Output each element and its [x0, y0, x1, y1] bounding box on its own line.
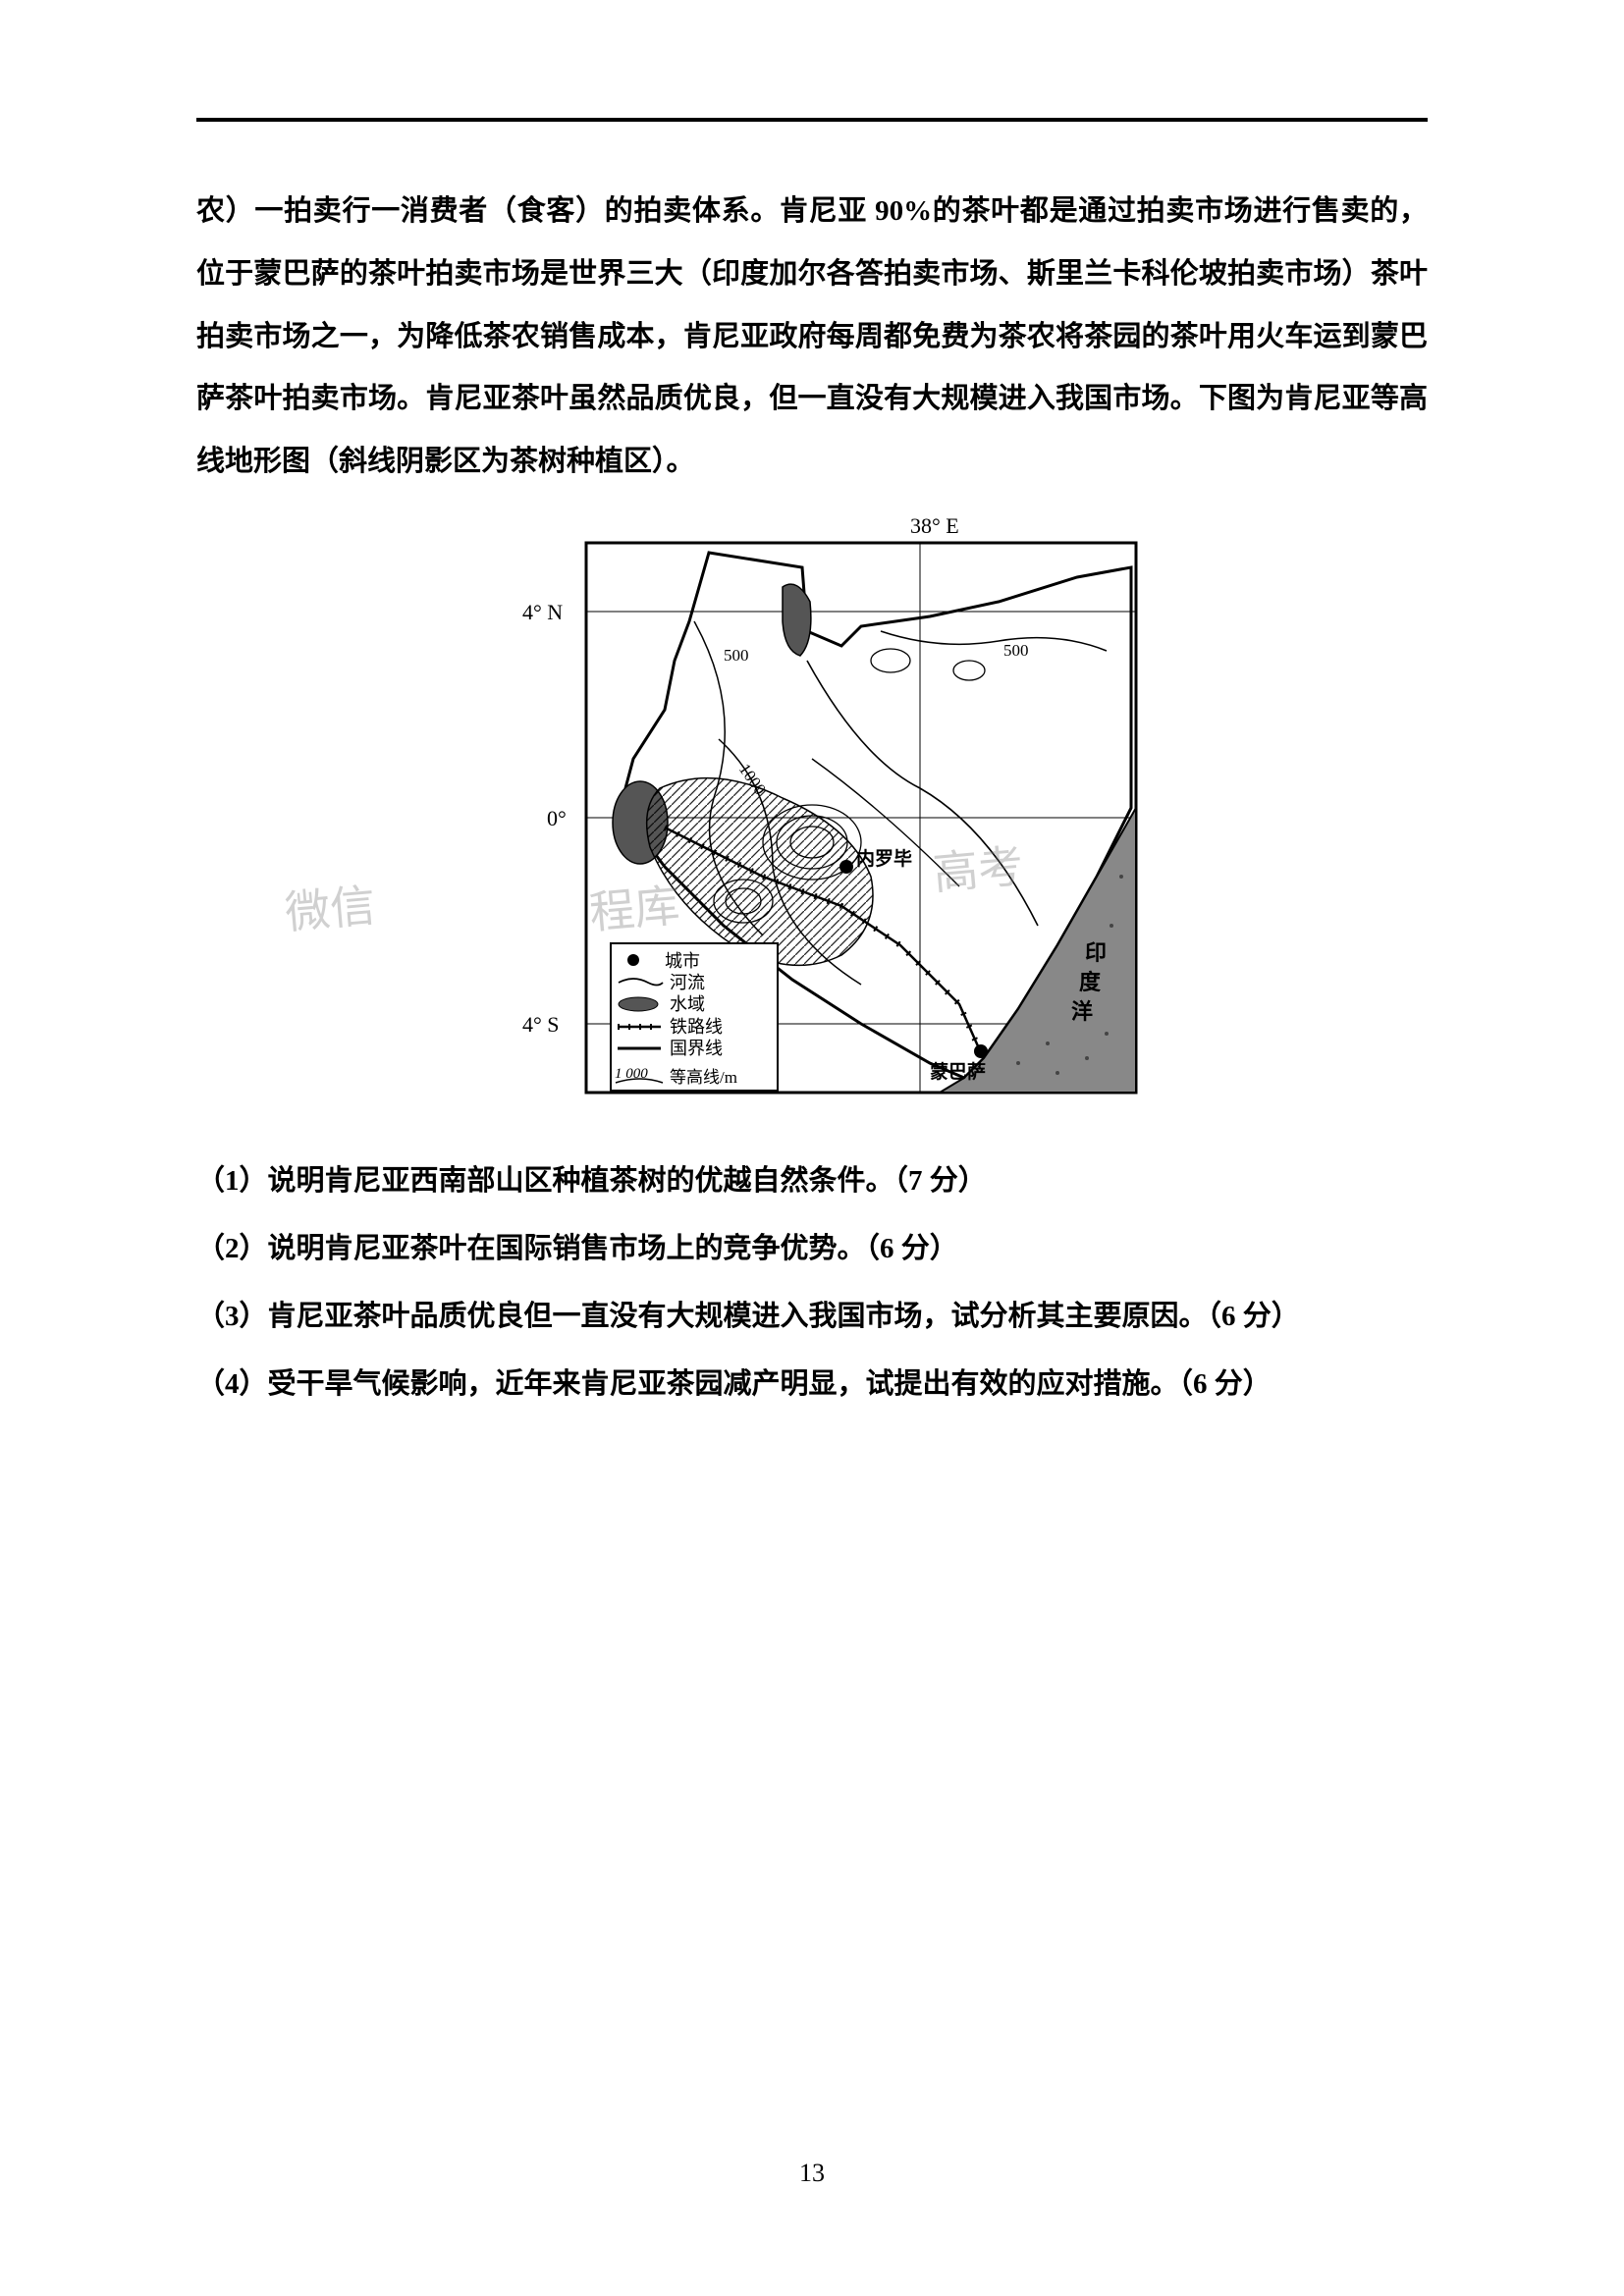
lat-4s-label: 4° S [522, 1012, 560, 1037]
contour-500-label1: 500 [724, 646, 749, 665]
contour-500-label2: 500 [1003, 641, 1029, 660]
intro-paragraph: 农）一拍卖行一消费者（食客）的拍卖体系。肯尼亚 90%的茶叶都是通过拍卖市场进行… [196, 181, 1428, 494]
lake-north [783, 584, 811, 656]
legend-contour-label: 等高线/m [670, 1068, 737, 1087]
contour-closed-2 [953, 661, 985, 680]
legend-city-symbol [627, 954, 639, 966]
city-nairobi-dot [839, 860, 853, 874]
lat-4n-label: 4° N [522, 600, 563, 624]
contour-500-ne [881, 631, 1107, 651]
legend-rail-label: 铁路线 [670, 1017, 723, 1037]
question-4: （4）受干旱气候影响，近年来肯尼亚茶园减产明显，试提出有效的应对措施。（6 分） [196, 1355, 1428, 1415]
legend-border-label: 国界线 [670, 1039, 723, 1058]
city-mombasa-dot [974, 1044, 988, 1058]
question-2: （2）说明肯尼亚茶叶在国际销售市场上的竞争优势。（6 分） [196, 1219, 1428, 1279]
legend-city-label: 城市 [665, 951, 700, 971]
map-figure: 38° E 4° N 0° 4° S [196, 513, 1428, 1122]
question-3: （3）肯尼亚茶叶品质优良但一直没有大规模进入我国市场，试分析其主要原因。（6 分… [196, 1287, 1428, 1347]
legend-water-symbol [619, 997, 658, 1011]
longitude-label: 38° E [910, 513, 959, 538]
lat-0-label: 0° [547, 806, 567, 830]
ocean-label-1: 印 [1085, 940, 1107, 965]
ocean-label-2: 度 [1079, 970, 1102, 994]
contour-closed-1 [871, 649, 910, 672]
tea-region-hatch [647, 778, 873, 966]
page-number: 13 [799, 2159, 825, 2188]
question-1: （1）说明肯尼亚西南部山区种植茶树的优越自然条件。（7 分） [196, 1151, 1428, 1211]
legend-water-label: 水域 [670, 994, 705, 1014]
city-nairobi-label: 内罗毕 [856, 847, 912, 870]
kenya-map-svg: 38° E 4° N 0° 4° S [468, 513, 1156, 1122]
city-mombasa-label: 蒙巴萨 [930, 1060, 986, 1083]
top-divider [196, 118, 1428, 122]
ocean-label-3: 洋 [1071, 999, 1093, 1024]
legend-river-label: 河流 [670, 973, 705, 992]
